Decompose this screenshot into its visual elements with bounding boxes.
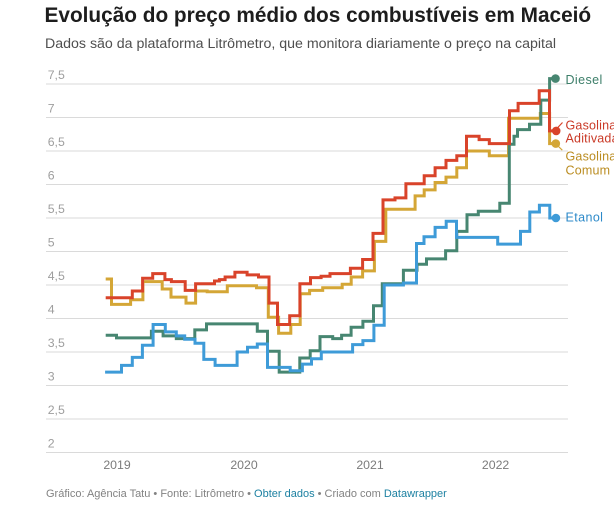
svg-text:2022: 2022 — [482, 458, 510, 472]
svg-text:4: 4 — [48, 303, 55, 317]
svg-text:Aditivada: Aditivada — [566, 132, 614, 146]
svg-text:6: 6 — [48, 169, 55, 183]
svg-text:6,5: 6,5 — [48, 135, 65, 149]
svg-text:2: 2 — [48, 437, 55, 451]
svg-text:2020: 2020 — [230, 458, 258, 472]
svg-text:4,5: 4,5 — [48, 269, 65, 283]
svg-text:Gasolina: Gasolina — [566, 149, 614, 163]
svg-text:2019: 2019 — [103, 458, 131, 472]
svg-text:7,5: 7,5 — [48, 68, 65, 82]
svg-text:Comum: Comum — [566, 163, 611, 177]
svg-text:5,5: 5,5 — [48, 202, 65, 216]
svg-text:7: 7 — [48, 102, 55, 116]
svg-text:5: 5 — [48, 236, 55, 250]
svg-text:Diesel: Diesel — [566, 73, 603, 87]
svg-text:2021: 2021 — [356, 458, 384, 472]
svg-text:3,5: 3,5 — [48, 336, 65, 350]
svg-text:3: 3 — [48, 370, 55, 384]
svg-text:Etanol: Etanol — [566, 211, 604, 225]
svg-text:2,5: 2,5 — [48, 403, 65, 417]
svg-text:Gasolina: Gasolina — [566, 119, 614, 133]
